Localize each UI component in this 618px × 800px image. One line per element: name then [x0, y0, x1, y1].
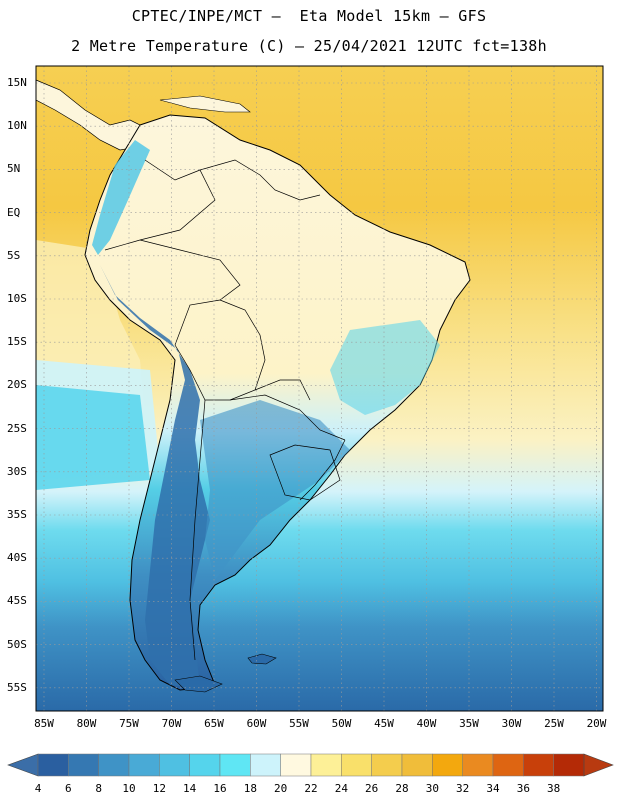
lon-tick-label: 50W: [331, 717, 352, 730]
colorbar-swatch: [159, 753, 190, 777]
colorbar-label: 22: [304, 782, 318, 795]
lon-tick-label: 20W: [586, 717, 607, 730]
argentina-cold: [200, 400, 350, 580]
lat-tick-label: 45S: [7, 594, 27, 608]
colorbar-swatch: [432, 753, 463, 777]
map-frame: [35, 65, 604, 712]
chart-title-line1: CPTEC/INPE/MCT – Eta Model 15km – GFS: [131, 7, 487, 25]
falklands: [247, 653, 277, 665]
colorbar-label: 4: [34, 782, 42, 795]
colorbar-swatch: [98, 753, 130, 777]
colorbar-swatch: [280, 753, 312, 777]
lon-tick-label: 85W: [34, 717, 54, 730]
lon-tick-label: 30W: [501, 717, 522, 730]
lat-tick-label: 15N: [7, 76, 27, 89]
colorbar: [7, 753, 614, 777]
colorbar-swatch: [219, 753, 251, 777]
lon-tick-label: 40W: [416, 717, 437, 730]
colorbar-label: 16: [213, 782, 227, 795]
colorbar-swatch: [462, 753, 494, 777]
colorbar-swatch: [128, 753, 160, 777]
colorbar-right-arrow: [583, 753, 614, 777]
lon-tick-label: 70W: [161, 717, 182, 730]
lon-tick-label: 35W: [459, 717, 479, 730]
lon-tick-label: 45W: [374, 717, 394, 730]
colorbar-label: 24: [334, 782, 348, 795]
chart-title-line2: 2 Metre Temperature (C) – 25/04/2021 12U…: [71, 37, 547, 55]
colorbar-swatch: [310, 753, 342, 777]
colorbar-label: 36: [516, 782, 530, 795]
colorbar-label: 14: [183, 782, 197, 795]
colorbar-swatch: [371, 753, 403, 777]
lon-tick-label: 80W: [76, 717, 97, 730]
colorbar-label: 38: [547, 782, 561, 795]
colorbar-label: 18: [243, 782, 257, 795]
colorbar-swatch: [341, 753, 372, 777]
lat-tick-label: EQ: [7, 205, 21, 219]
colorbar-label: 6: [65, 782, 72, 795]
colorbar-label: 28: [395, 782, 409, 795]
brazil-highland-cool: [330, 320, 440, 415]
caribbean-coast: [159, 95, 251, 113]
graticule: [36, 66, 603, 711]
colorbar-label: 26: [365, 782, 379, 795]
pacific-cyan2: [36, 385, 150, 490]
colorbar-swatch: [492, 753, 524, 777]
lon-tick-label: 60W: [246, 717, 267, 730]
colorbar-label: 34: [486, 782, 500, 795]
colorbar-swatch: [189, 753, 221, 777]
tierra-del-fuego: [174, 675, 223, 693]
colorbar-label: 32: [456, 782, 470, 795]
lat-tick-label: 5S: [7, 248, 21, 262]
colorbar-label: 30: [425, 782, 439, 795]
country-borders: [104, 159, 346, 661]
lat-tick-label: 10S: [7, 292, 27, 305]
lon-tick-label: 75W: [119, 717, 139, 730]
lat-tick-label: 5N: [7, 162, 21, 176]
lat-tick-label: 15S: [7, 335, 27, 349]
lat-tick-label: 55S: [7, 680, 27, 694]
lon-tick-label: 25W: [544, 717, 564, 730]
lon-tick-label: 65W: [204, 717, 224, 730]
colorbar-swatch: [68, 753, 99, 777]
lat-tick-label: 25S: [7, 421, 27, 435]
colorbar-left-arrow: [7, 753, 39, 777]
colorbar-label: 20: [274, 782, 288, 795]
colorbar-swatch: [37, 753, 69, 777]
lat-tick-label: 30S: [7, 464, 27, 478]
colorbar-swatch: [523, 753, 554, 777]
colorbar-swatch: [401, 753, 433, 777]
lat-tick-label: 10N: [7, 119, 27, 133]
colorbar-swatch: [250, 753, 281, 777]
andes-north-cold: [92, 140, 150, 255]
andes-south-cold: [100, 265, 210, 688]
lat-tick-label: 50S: [7, 637, 27, 651]
lat-tick-label: 40S: [7, 551, 27, 565]
colorbar-label: 10: [122, 782, 136, 795]
lon-tick-label: 55W: [289, 717, 309, 730]
lat-tick-label: 35S: [7, 508, 27, 521]
colorbar-label: 8: [95, 782, 102, 795]
colorbar-swatch: [553, 753, 585, 777]
colorbar-label: 12: [152, 782, 166, 795]
lat-tick-label: 20S: [7, 378, 27, 392]
